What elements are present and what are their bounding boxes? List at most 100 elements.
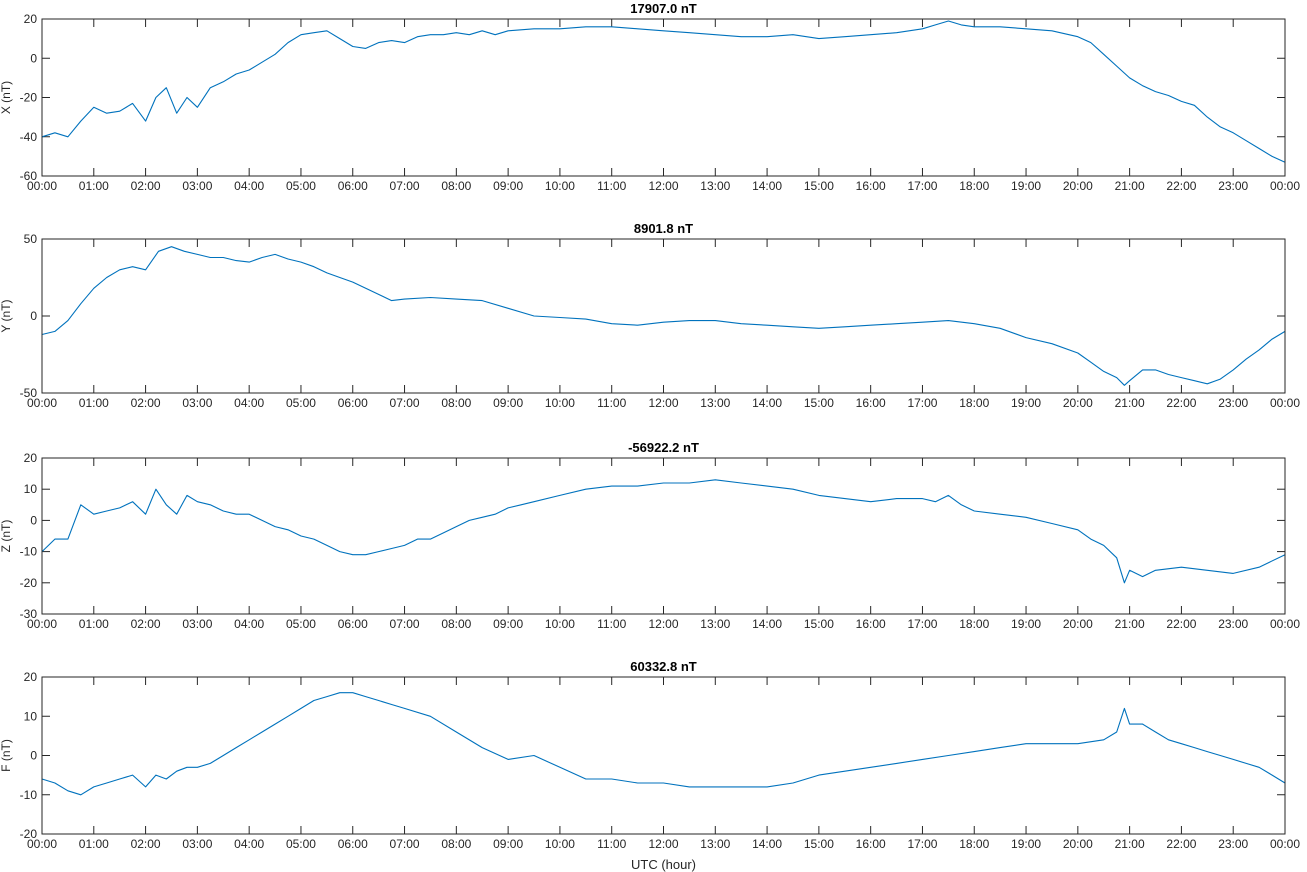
x-tick-label: 00:00 xyxy=(1270,837,1300,851)
x-tick-label: 20:00 xyxy=(1063,179,1093,193)
panel-title: 8901.8 nT xyxy=(634,221,693,236)
x-tick-label: 09:00 xyxy=(493,617,523,631)
x-tick-label: 14:00 xyxy=(752,617,782,631)
x-tick-label: 04:00 xyxy=(234,396,264,410)
axes-box xyxy=(41,676,1286,835)
x-tick-label: 20:00 xyxy=(1063,396,1093,410)
x-tick-label: 08:00 xyxy=(441,396,471,410)
y-tick-label: -50 xyxy=(20,386,38,400)
x-tick-label: 06:00 xyxy=(338,179,368,193)
y-tick-label: -40 xyxy=(20,130,38,144)
x-tick-label: 21:00 xyxy=(1115,617,1145,631)
x-tick-label: 18:00 xyxy=(959,179,989,193)
x-tick-label: 02:00 xyxy=(131,617,161,631)
x-tick-label: 21:00 xyxy=(1115,179,1145,193)
y-tick-label: -60 xyxy=(20,169,38,183)
x-tick-label: 07:00 xyxy=(390,179,420,193)
y-tick-label: 20 xyxy=(24,451,38,465)
x-tick-label: 03:00 xyxy=(182,179,212,193)
x-tick-label: 04:00 xyxy=(234,617,264,631)
x-tick-label: 11:00 xyxy=(597,179,626,193)
x-tick-label: 23:00 xyxy=(1218,396,1248,410)
x-tick-label: 20:00 xyxy=(1063,837,1093,851)
panel-title: 60332.8 nT xyxy=(630,659,697,674)
x-tick-label: 00:00 xyxy=(1270,396,1300,410)
x-tick-label: 17:00 xyxy=(907,396,937,410)
x-tick-label: 01:00 xyxy=(79,617,109,631)
x-tick-label: 10:00 xyxy=(545,179,575,193)
x-tick-label: 17:00 xyxy=(907,837,937,851)
x-tick-label: 01:00 xyxy=(79,179,109,193)
axes-box xyxy=(41,18,1286,177)
x-tick-label: 03:00 xyxy=(182,837,212,851)
x-tick-label: 09:00 xyxy=(493,837,523,851)
x-tick-label: 16:00 xyxy=(856,396,886,410)
axes-box xyxy=(41,457,1286,615)
x-tick-label: 06:00 xyxy=(338,837,368,851)
x-tick-label: 10:00 xyxy=(545,837,575,851)
x-tick-label: 20:00 xyxy=(1063,617,1093,631)
series-line xyxy=(41,479,1286,584)
x-tick-label: 00:00 xyxy=(27,837,57,851)
series-line xyxy=(41,692,1286,796)
x-tick-label: 05:00 xyxy=(286,617,316,631)
x-tick-label: 14:00 xyxy=(752,179,782,193)
x-tick-label: 04:00 xyxy=(234,179,264,193)
x-tick-label: 04:00 xyxy=(234,837,264,851)
x-tick-label: 03:00 xyxy=(182,617,212,631)
x-tick-label: 23:00 xyxy=(1218,837,1248,851)
x-tick-label: 07:00 xyxy=(390,396,420,410)
x-tick-label: 23:00 xyxy=(1218,179,1248,193)
x-tick-label: 19:00 xyxy=(1011,179,1041,193)
x-tick-label: 13:00 xyxy=(700,837,730,851)
y-tick-label: -20 xyxy=(20,576,38,590)
x-tick-label: 13:00 xyxy=(700,396,730,410)
y-tick-label: -20 xyxy=(20,91,38,105)
x-tick-label: 00:00 xyxy=(27,396,57,410)
panel-title: 17907.0 nT xyxy=(630,1,697,16)
x-tick-label: 16:00 xyxy=(856,837,886,851)
x-tick-label: 06:00 xyxy=(338,396,368,410)
y-axis-label: X (nT) xyxy=(0,81,13,114)
y-axis-label: Y (nT) xyxy=(0,299,13,332)
x-tick-label: 17:00 xyxy=(907,617,937,631)
y-tick-label: 20 xyxy=(24,670,38,684)
x-tick-label: 11:00 xyxy=(597,837,626,851)
x-tick-label: 18:00 xyxy=(959,617,989,631)
x-tick-label: 12:00 xyxy=(648,396,678,410)
x-tick-label: 01:00 xyxy=(79,837,109,851)
x-tick-label: 00:00 xyxy=(27,617,57,631)
y-tick-label: 50 xyxy=(24,232,38,246)
y-tick-label: 0 xyxy=(30,513,37,527)
y-axis-label: F (nT) xyxy=(0,739,13,772)
x-tick-label: 14:00 xyxy=(752,396,782,410)
x-tick-label: 22:00 xyxy=(1166,837,1196,851)
x-tick-label: 07:00 xyxy=(390,617,420,631)
y-axis-label: Z (nT) xyxy=(0,520,13,553)
x-tick-label: 13:00 xyxy=(700,179,730,193)
x-tick-label: 18:00 xyxy=(959,837,989,851)
x-tick-label: 01:00 xyxy=(79,396,109,410)
x-tick-label: 23:00 xyxy=(1218,617,1248,631)
y-tick-label: -30 xyxy=(20,607,38,621)
y-tick-label: 0 xyxy=(30,749,37,763)
x-tick-label: 19:00 xyxy=(1011,396,1041,410)
x-tick-label: 22:00 xyxy=(1166,617,1196,631)
x-tick-label: 15:00 xyxy=(804,837,834,851)
x-tick-label: 15:00 xyxy=(804,617,834,631)
x-tick-label: 09:00 xyxy=(493,179,523,193)
x-tick-label: 05:00 xyxy=(286,396,316,410)
axes-box xyxy=(41,238,1286,394)
y-tick-label: 10 xyxy=(24,709,38,723)
x-tick-label: 13:00 xyxy=(700,617,730,631)
x-tick-label: 19:00 xyxy=(1011,837,1041,851)
x-tick-label: 17:00 xyxy=(907,179,937,193)
series-line xyxy=(41,20,1286,163)
x-tick-label: 02:00 xyxy=(131,396,161,410)
x-tick-label: 02:00 xyxy=(131,837,161,851)
x-tick-label: 03:00 xyxy=(182,396,212,410)
x-tick-label: 12:00 xyxy=(648,179,678,193)
series-line xyxy=(41,246,1286,386)
x-tick-label: 22:00 xyxy=(1166,179,1196,193)
y-tick-label: -10 xyxy=(20,545,38,559)
